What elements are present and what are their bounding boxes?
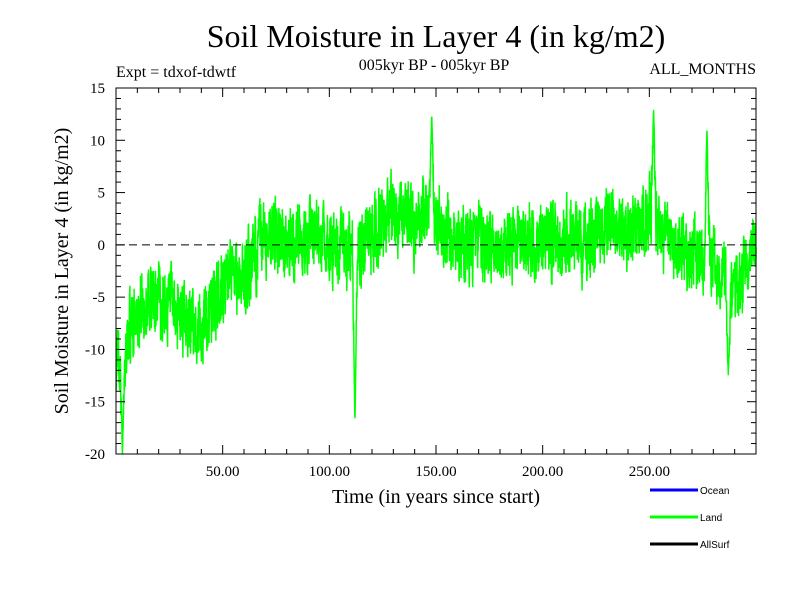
- y-tick-label: -15: [85, 395, 105, 411]
- x-tick-label: 200.00: [522, 464, 563, 480]
- y-tick-label: 0: [98, 238, 106, 254]
- legend: Ocean Land AllSurf: [650, 486, 730, 551]
- y-tick-label: 10: [90, 133, 105, 149]
- y-tick-label: 5: [98, 186, 106, 202]
- legend-label-allsurf: AllSurf: [700, 540, 730, 551]
- y-axis: 15 10 5 0 -5 -10 -15 -20: [85, 81, 756, 463]
- y-tick-label: -10: [85, 342, 105, 358]
- x-axis: 50.00 100.00 150.00 200.00 250.00: [136, 88, 736, 480]
- plot-area: [115, 87, 757, 455]
- y-axis-label: Soil Moisture in Layer 4 (in kg/m2): [51, 128, 73, 415]
- period-label: 005kyr BP - 005kyr BP: [359, 57, 510, 74]
- chart-title: Soil Moisture in Layer 4 (in kg/m2): [207, 18, 666, 54]
- y-tick-label: -20: [85, 447, 105, 463]
- months-label: ALL_MONTHS: [649, 61, 756, 78]
- experiment-label: Expt = tdxof-tdwtf: [116, 64, 237, 81]
- x-tick-label: 50.00: [206, 464, 240, 480]
- x-axis-label: Time (in years since start): [332, 486, 540, 508]
- series-line-land: [115, 109, 757, 454]
- y-tick-label: 15: [90, 81, 105, 97]
- legend-label-ocean: Ocean: [700, 486, 729, 497]
- x-tick-label: 250.00: [629, 464, 670, 480]
- x-tick-label: 100.00: [309, 464, 350, 480]
- plot-frame: [115, 87, 757, 455]
- legend-label-land: Land: [700, 513, 722, 524]
- y-tick-label: -5: [93, 290, 106, 306]
- x-tick-label: 150.00: [415, 464, 456, 480]
